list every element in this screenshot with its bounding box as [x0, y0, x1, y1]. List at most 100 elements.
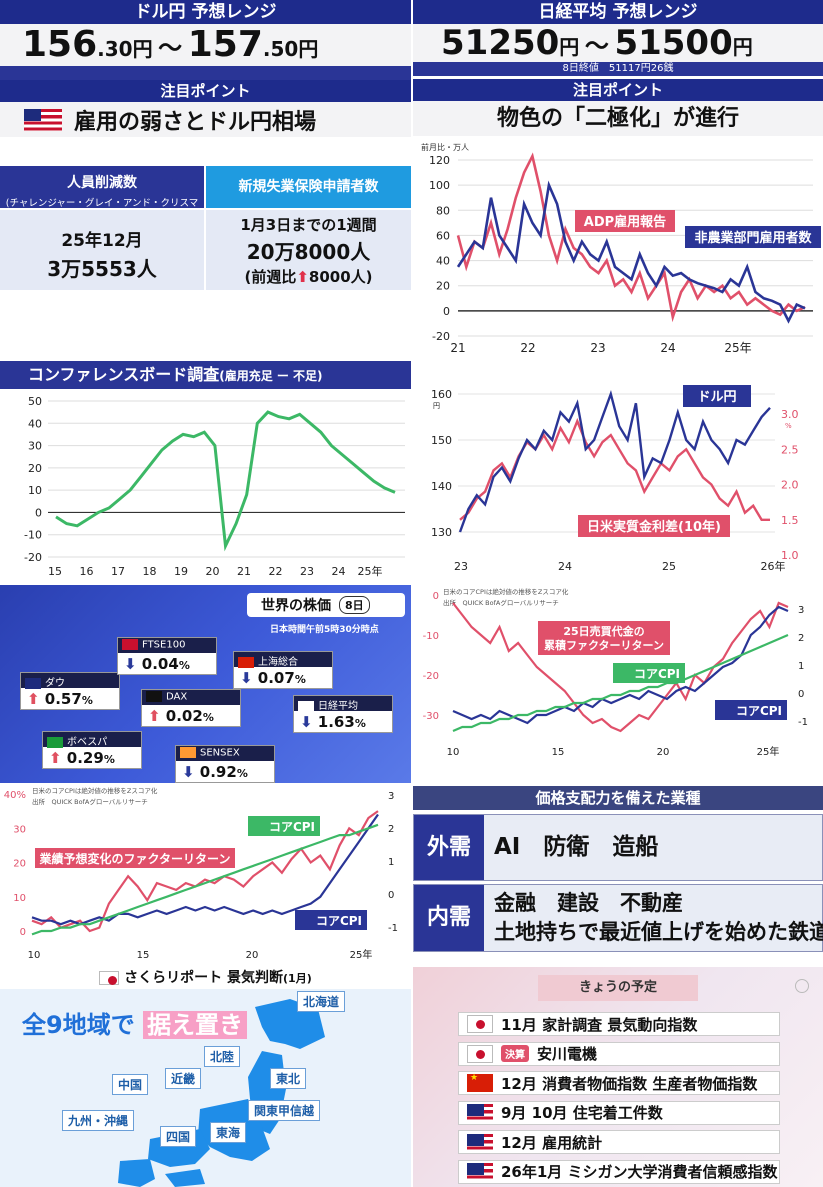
x-tick-label: 23 [454, 560, 468, 573]
legend-usd-text: ドル円 [697, 390, 736, 405]
y-left-tick: -20 [423, 671, 439, 682]
nikkei-range: 51250円 ～ 51500円 [413, 24, 823, 62]
x-tick-label: 24 [558, 560, 572, 573]
us-flag-icon [467, 1104, 493, 1121]
factor2-note: 日米のコアCPIは絶対値の推移をZスコア化 [32, 786, 158, 795]
x-tick-label: 24 [660, 341, 675, 355]
y-tick-label: 20 [436, 280, 450, 293]
schedule-row: 12月 消費者物価指数 生産者物価指数 [458, 1071, 780, 1095]
y-left-tick: 10 [13, 893, 26, 904]
sakura-title: さくらリポート 景気判断 [124, 970, 284, 986]
schedule-logo-icon [795, 979, 809, 993]
table-head-1: 人員削減数 (チャレンジャー・グレイ・アンド・クリスマス) [0, 166, 204, 223]
index-change-value: 1.63 [317, 713, 355, 731]
y-right-tick: 0 [388, 890, 394, 901]
series-line-2 [452, 633, 789, 733]
schedule-text: 9月 10月 住宅着工件数 [501, 1104, 663, 1122]
x-tick-label: 25年 [350, 948, 373, 961]
y-tick-label: 10 [28, 484, 42, 497]
sakura-month: (1月) [283, 972, 312, 985]
sakura-panel: さくらリポート 景気判断(1月) 全9地域で 据え置き 北海道 東北 北陸 関東甲信越… [0, 967, 411, 1187]
legend-core-blue-box [295, 910, 367, 930]
x-tick-label: 25年 [757, 745, 780, 758]
nikkei-panel: 日経平均 予想レンジ 51250円 ～ 51500円 8日終値 51117円26… [413, 0, 823, 137]
jp-flag-icon [298, 700, 314, 712]
y-left-tick: 140 [431, 480, 452, 493]
sakura-headline-a: 全9地域で [22, 1011, 135, 1039]
y-left-tick: -30 [423, 711, 439, 722]
index-name: DAX [142, 690, 240, 705]
conf-subtitle: (雇用充足 ー 不足) [219, 369, 323, 383]
y-tick-label: 20 [28, 462, 42, 475]
schedule-text: 12月 消費者物価指数 生産者物価指数 [501, 1074, 758, 1093]
legend-usd-box [683, 385, 751, 407]
schedule-header: きょうの予定 [538, 975, 698, 1001]
legend-spread-text: 日米実質金利差(10年) [587, 519, 721, 535]
map-shikoku [165, 1169, 205, 1187]
x-tick-label: 25年 [724, 341, 751, 355]
y-tick-label: 40 [28, 417, 42, 430]
index-card-uk: FTSE100 ⬇ 0.04% [117, 637, 217, 675]
y-tick-label: -10 [24, 529, 42, 542]
down-arrow-icon: ⬇ [240, 669, 258, 687]
usdjpy-low-unit: .30円 [97, 37, 153, 61]
schedule-row: 決算 安川電機 [458, 1041, 780, 1066]
percent-sign: % [236, 767, 248, 780]
legend-adp: ADP雇用報告 [575, 210, 675, 232]
x-tick-label: 20 [657, 747, 670, 758]
up-arrow-icon: ⬆ [49, 749, 67, 767]
us-flag-icon [467, 1133, 493, 1151]
usdjpy-sep: ～ [158, 34, 183, 62]
map-kyushu [118, 1159, 155, 1187]
chart-factor-volume: 日米のコアCPIは絶対値の推移をZスコア化 出所 QUICK BofAグローバルリ… [413, 585, 823, 783]
up-arrow-icon: ⬆ [27, 690, 45, 708]
focus-right-title: 物色の「二極化」が進行 [413, 101, 823, 136]
x-tick-label: 19 [174, 565, 188, 578]
index-name-text: ダウ [45, 678, 65, 689]
chart-conference-board: コンファレンスボード調査(雇用充足 ー 不足) -20 -10 0 10 20 30 40 5… [0, 361, 411, 582]
factor1-source: 出所 QUICK BofAグローバルリサーチ [443, 598, 559, 607]
series-line-0 [458, 389, 771, 533]
region-label: 中国 [112, 1074, 149, 1095]
index-name: ダウ [21, 673, 119, 689]
y-left-tick: 0 [433, 591, 439, 602]
index-name: FTSE100 [118, 638, 216, 653]
pricing-external-label: 外需 [414, 815, 484, 880]
legend-nfp: 非農業部門雇用者数 [685, 226, 821, 248]
usdjpy-header: ドル円 予想レンジ [0, 0, 411, 24]
y-right-tick: 2 [388, 824, 394, 835]
y-right-tick: 2 [798, 633, 804, 644]
employment-chart-svg: 前月比・万人 -20 0 20 40 60 80 100 120 21 22 23 24 25年 ADP雇用… [421, 142, 821, 355]
index-change-value: 0.57 [44, 690, 82, 708]
legend-nfp-box [685, 226, 821, 248]
series-line-1 [31, 813, 379, 926]
y-tick-label: -20 [432, 330, 450, 343]
index-card-de: DAX ⬆ 0.02% [141, 689, 241, 727]
x-tick-label: 22 [520, 341, 535, 355]
x-tick-label: 10 [447, 747, 460, 758]
nikkei-high: 51500 [614, 23, 733, 63]
index-value: ⬇ 0.92% [176, 761, 274, 782]
pricing-internal-text: 金融 建設 不動産 土地持ちで最近値上げを始めた鉄道 [494, 889, 823, 947]
legend-factor-box [538, 621, 670, 655]
ylabel-unit: 前月比・万人 [421, 142, 469, 152]
us-flag-icon [24, 108, 62, 131]
index-change-value: 0.07 [257, 669, 295, 687]
usdjpy-low: 156 [22, 24, 98, 65]
de-flag-icon [146, 691, 162, 702]
world-title: 世界の株価 [261, 598, 331, 614]
y-left-tick: 150 [431, 434, 452, 447]
index-name: ボベスパ [43, 732, 141, 748]
cn-flag-icon [467, 1073, 493, 1092]
index-name-text: DAX [166, 691, 188, 703]
uk-flag-icon [122, 639, 138, 650]
world-date-badge: 8日 [339, 596, 370, 614]
pricing-internal-label: 内需 [414, 885, 484, 951]
x-tick-label: 25年 [358, 564, 383, 578]
cn-flag-icon [238, 656, 254, 668]
series-line-1 [459, 417, 770, 521]
conf-header: コンファレンスボード調査(雇用充足 ー 不足) [0, 361, 411, 389]
table-cell-2: 1月3日までの1週間 20万8000人 (前週比⬆8000人) [206, 210, 411, 290]
y-left-tick: 30 [13, 824, 26, 835]
